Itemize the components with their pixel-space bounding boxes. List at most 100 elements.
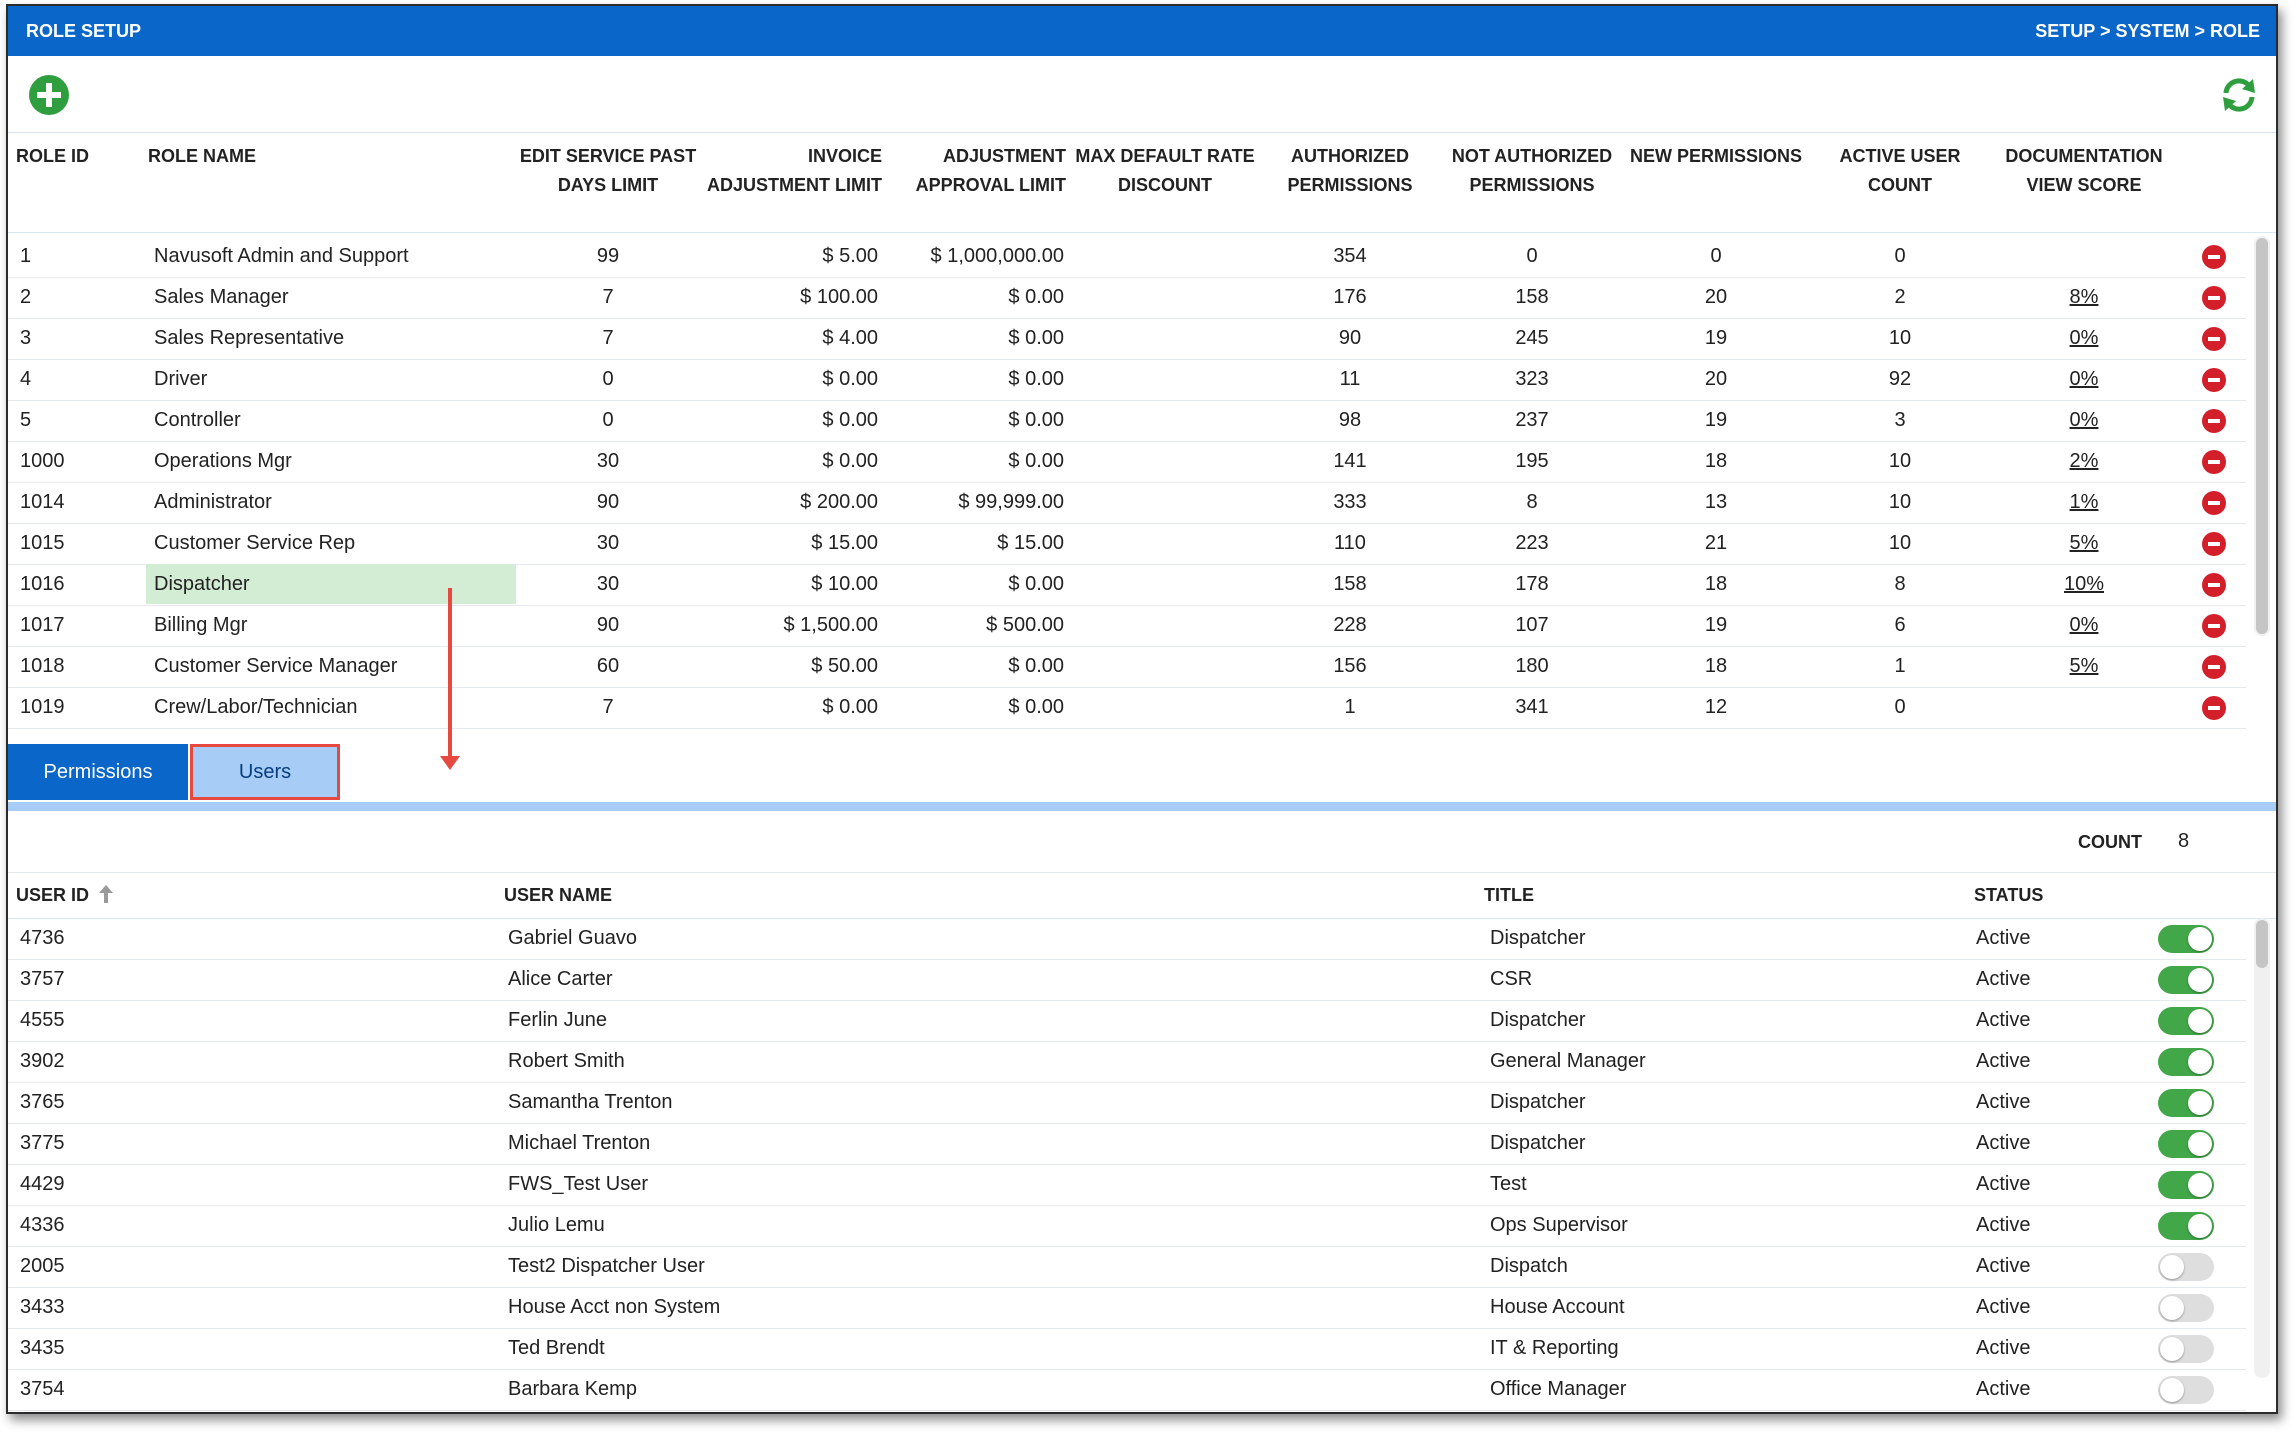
- doc-score-link[interactable]: 0%: [2069, 614, 2099, 636]
- invoice-limit-cell: $ 0.00: [822, 409, 878, 431]
- doc-score-link[interactable]: 0%: [2069, 409, 2099, 431]
- col-title[interactable]: TITLE: [1484, 885, 1534, 905]
- user-row[interactable]: 4429 FWS_Test User Test Active: [8, 1164, 2246, 1206]
- user-table-scrollbar-thumb[interactable]: [2256, 920, 2268, 968]
- user-id-cell: 4429: [20, 1173, 65, 1195]
- assign-toggle[interactable]: [2158, 1376, 2214, 1404]
- minus-circle-icon[interactable]: [2202, 245, 2226, 269]
- user-row[interactable]: 3765 Samantha Trenton Dispatcher Active: [8, 1082, 2246, 1124]
- authorized-cell: 98: [1338, 409, 1362, 431]
- minus-circle-icon[interactable]: [2202, 614, 2226, 638]
- minus-circle-icon[interactable]: [2202, 368, 2226, 392]
- role-row[interactable]: 1018 Customer Service Manager 60 $ 50.00 $ 0…: [8, 646, 2246, 688]
- col-new-permissions[interactable]: NEW PERMISSIONS: [1629, 146, 1803, 166]
- user-row[interactable]: 3754 Barbara Kemp Office Manager Active: [8, 1369, 2246, 1411]
- role-row[interactable]: 1015 Customer Service Rep 30 $ 15.00 $ 15.00…: [8, 523, 2246, 565]
- role-row[interactable]: 3 Sales Representative 7 $ 4.00 $ 0.00 90 245 1…: [8, 318, 2246, 360]
- breadcrumb[interactable]: SETUP > SYSTEM > ROLE: [2035, 20, 2260, 41]
- minus-circle-icon[interactable]: [2202, 409, 2226, 433]
- role-row[interactable]: 1 Navusoft Admin and Support 99 $ 5.00 $ 1,0…: [8, 236, 2246, 278]
- user-row[interactable]: 4555 Ferlin June Dispatcher Active: [8, 1000, 2246, 1042]
- assign-toggle[interactable]: [2158, 966, 2214, 994]
- minus-circle-icon[interactable]: [2202, 532, 2226, 556]
- assign-toggle[interactable]: [2158, 925, 2214, 953]
- col-role-name[interactable]: ROLE NAME: [148, 146, 256, 166]
- doc-score-link[interactable]: 5%: [2069, 532, 2099, 554]
- role-row[interactable]: 5 Controller 0 $ 0.00 $ 0.00 98 237 19 3 0%: [8, 400, 2246, 442]
- user-row[interactable]: 2005 Test2 Dispatcher User Dispatch Active: [8, 1246, 2246, 1288]
- user-row[interactable]: 3757 Alice Carter CSR Active: [8, 959, 2246, 1001]
- not-authorized-cell: 158: [1515, 286, 1549, 308]
- col-adjustment-approval[interactable]: ADJUSTMENT APPROVAL LIMIT: [888, 142, 1066, 200]
- minus-circle-icon[interactable]: [2202, 491, 2226, 515]
- assign-toggle[interactable]: [2158, 1007, 2214, 1035]
- doc-score-link[interactable]: 0%: [2069, 368, 2099, 390]
- not-authorized-cell: 323: [1515, 368, 1549, 390]
- doc-score-link[interactable]: 2%: [2069, 450, 2099, 472]
- col-user-name[interactable]: USER NAME: [504, 885, 613, 905]
- refresh-icon[interactable]: [2218, 74, 2260, 116]
- role-id-cell: 4: [20, 368, 32, 390]
- role-row[interactable]: 2 Sales Manager 7 $ 100.00 $ 0.00 176 158 20 2 8%: [8, 277, 2246, 319]
- role-table-scrollbar[interactable]: [2254, 236, 2270, 636]
- col-role-id[interactable]: ROLE ID: [16, 146, 90, 166]
- role-row[interactable]: 1019 Crew/Labor/Technician 7 $ 0.00 $ 0.00 1 3…: [8, 687, 2246, 729]
- user-status-cell: Active: [1976, 1255, 2031, 1277]
- role-table-scrollbar-thumb[interactable]: [2256, 238, 2268, 634]
- role-row[interactable]: 1017 Billing Mgr 90 $ 1,500.00 $ 500.00 228 10…: [8, 605, 2246, 647]
- role-id-cell: 1019: [20, 696, 65, 718]
- role-row[interactable]: 1014 Administrator 90 $ 200.00 $ 99,999.00 33…: [8, 482, 2246, 524]
- assign-toggle[interactable]: [2158, 1048, 2214, 1076]
- assign-toggle[interactable]: [2158, 1294, 2214, 1322]
- approval-limit-cell: $ 99,999.00: [958, 491, 1064, 513]
- col-edit-service-days[interactable]: EDIT SERVICE PAST DAYS LIMIT: [518, 142, 698, 200]
- user-row[interactable]: 3775 Michael Trenton Dispatcher Active: [8, 1123, 2246, 1165]
- assign-toggle[interactable]: [2158, 1089, 2214, 1117]
- col-invoice-adjustment[interactable]: INVOICE ADJUSTMENT LIMIT: [698, 142, 882, 200]
- authorized-cell: 141: [1333, 450, 1367, 472]
- col-not-authorized-permissions[interactable]: NOT AUTHORIZED PERMISSIONS: [1440, 142, 1624, 200]
- user-title-cell: Dispatch: [1490, 1255, 1568, 1277]
- assign-toggle[interactable]: [2158, 1253, 2214, 1281]
- plus-circle-icon[interactable]: [28, 74, 70, 116]
- minus-circle-icon[interactable]: [2202, 450, 2226, 474]
- role-row[interactable]: 4 Driver 0 $ 0.00 $ 0.00 11 323 20 92 0%: [8, 359, 2246, 401]
- assign-toggle[interactable]: [2158, 1130, 2214, 1158]
- minus-circle-icon[interactable]: [2202, 327, 2226, 351]
- user-row[interactable]: 3902 Robert Smith General Manager Active: [8, 1041, 2246, 1083]
- tab-users[interactable]: Users: [190, 744, 340, 800]
- invoice-limit-cell: $ 100.00: [800, 286, 878, 308]
- user-table-scrollbar[interactable]: [2254, 918, 2270, 1378]
- edit-days-cell: 90: [596, 614, 620, 636]
- role-row[interactable]: 1016 Dispatcher 30 $ 10.00 $ 0.00 158 178 18 8 10…: [8, 564, 2246, 606]
- assign-toggle[interactable]: [2158, 1171, 2214, 1199]
- assign-toggle[interactable]: [2158, 1335, 2214, 1363]
- col-max-default-rate[interactable]: MAX DEFAULT RATE DISCOUNT: [1070, 142, 1260, 200]
- minus-circle-icon[interactable]: [2202, 286, 2226, 310]
- col-user-id[interactable]: USER ID: [16, 881, 114, 910]
- col-documentation-score[interactable]: DOCUMENTATION VIEW SCORE: [1994, 142, 2174, 200]
- col-authorized-permissions[interactable]: AUTHORIZED PERMISSIONS: [1260, 142, 1440, 200]
- doc-score-link[interactable]: 1%: [2069, 491, 2099, 513]
- minus-circle-icon[interactable]: [2202, 573, 2226, 597]
- assign-toggle[interactable]: [2158, 1212, 2214, 1240]
- doc-score-link[interactable]: 5%: [2069, 655, 2099, 677]
- role-name-cell: Driver: [154, 368, 208, 390]
- user-row[interactable]: 4336 Julio Lemu Ops Supervisor Active: [8, 1205, 2246, 1247]
- minus-circle-icon[interactable]: [2202, 655, 2226, 679]
- col-status[interactable]: STATUS: [1974, 885, 2044, 905]
- minus-circle-icon[interactable]: [2202, 696, 2226, 720]
- role-id-cell: 5: [20, 409, 32, 431]
- doc-score-link[interactable]: 8%: [2069, 286, 2099, 308]
- user-row[interactable]: 3435 Ted Brendt IT & Reporting Active: [8, 1328, 2246, 1370]
- tab-permissions[interactable]: Permissions: [8, 744, 188, 800]
- user-row[interactable]: 3433 House Acct non System House Account Ac…: [8, 1287, 2246, 1329]
- doc-score-link[interactable]: 0%: [2069, 327, 2099, 349]
- col-invoice-adjustment-line1: INVOICE: [807, 146, 882, 166]
- user-row[interactable]: 4736 Gabriel Guavo Dispatcher Active: [8, 918, 2246, 960]
- doc-score-link[interactable]: 10%: [2063, 573, 2105, 595]
- user-name-cell: FWS_Test User: [508, 1173, 649, 1195]
- role-row[interactable]: 1000 Operations Mgr 30 $ 0.00 $ 0.00 141 195 18…: [8, 441, 2246, 483]
- page-title: ROLE SETUP: [26, 20, 142, 41]
- col-active-user-count[interactable]: ACTIVE USER COUNT: [1839, 146, 1961, 195]
